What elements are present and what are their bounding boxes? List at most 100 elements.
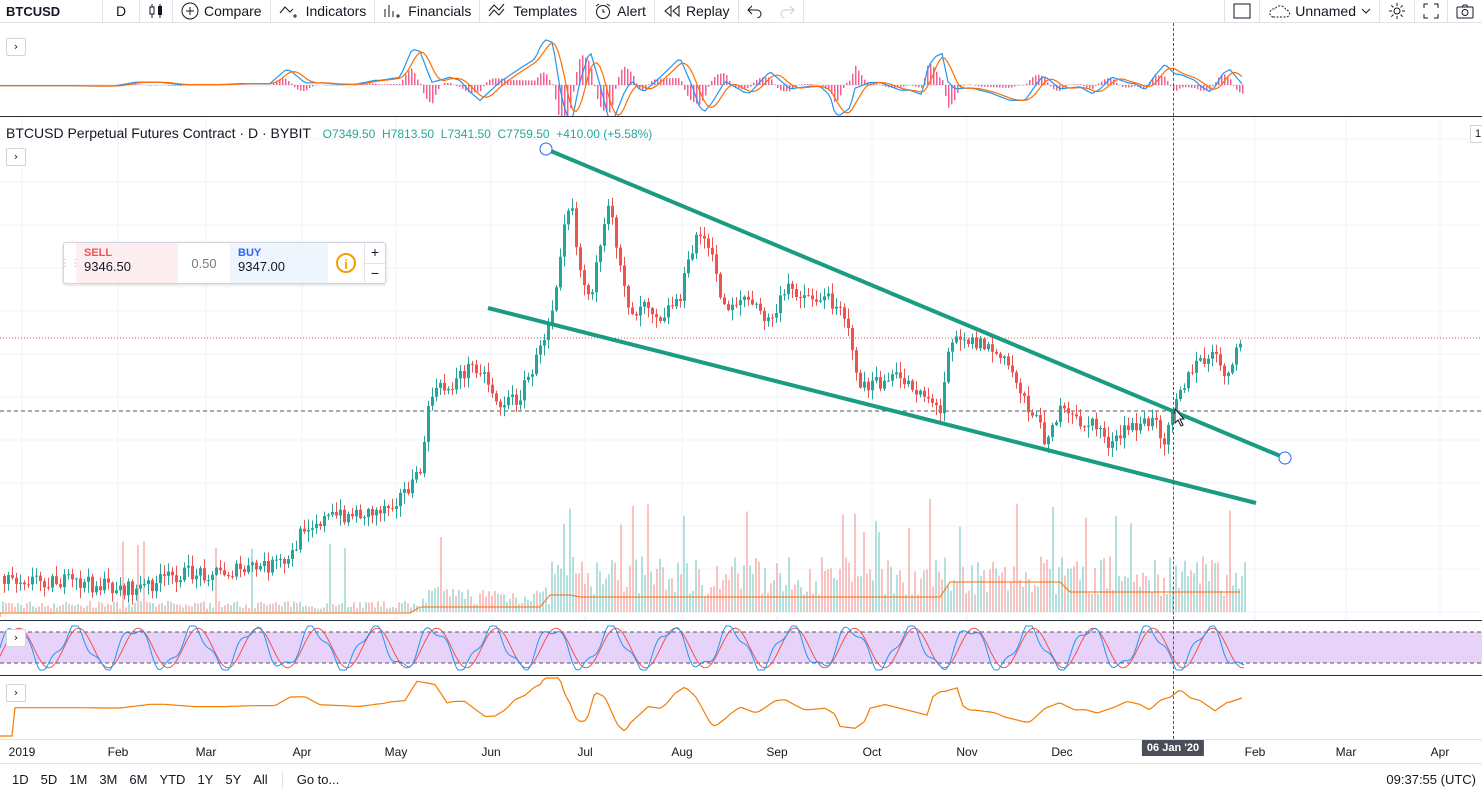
candle-body: [951, 343, 954, 352]
volume-bar: [773, 580, 775, 612]
volume-bar: [629, 566, 631, 612]
decrease-button[interactable]: −: [365, 263, 385, 284]
volume-bar: [785, 585, 787, 612]
volume-bar: [635, 560, 637, 612]
volume-bar: [428, 590, 430, 612]
candle-body: [199, 568, 202, 575]
financials-button[interactable]: Financials: [375, 0, 480, 22]
range-6m[interactable]: 6M: [123, 772, 153, 787]
range-1d[interactable]: 1D: [6, 772, 35, 787]
candle-body: [1087, 426, 1090, 427]
candle-body: [35, 576, 38, 577]
osc-collapse-button[interactable]: ›: [6, 684, 26, 702]
candle-body: [559, 257, 562, 288]
macd-histogram-bar: [933, 67, 935, 85]
volume-bar: [227, 603, 229, 612]
macd-histogram-bar: [1197, 85, 1199, 89]
volume-bar: [983, 570, 985, 612]
volume-bar: [1163, 578, 1165, 612]
volume-bar: [353, 602, 355, 612]
candle-body: [239, 564, 242, 569]
volume-bar: [1022, 587, 1024, 612]
candle-body: [923, 391, 926, 397]
alert-button[interactable]: Alert: [586, 0, 655, 22]
range-1m[interactable]: 1M: [63, 772, 93, 787]
volume-bar: [716, 566, 718, 612]
volume-bar: [449, 597, 451, 612]
range-5d[interactable]: 5D: [35, 772, 64, 787]
buy-button[interactable]: BUY 9347.00: [230, 243, 328, 283]
volume-bar: [68, 604, 70, 612]
templates-button[interactable]: Templates: [480, 0, 586, 22]
macd-histogram-bar: [810, 84, 812, 85]
macd-histogram-bar: [612, 85, 614, 105]
macd-histogram-bar: [684, 85, 686, 90]
sell-button[interactable]: SELL 9346.50: [76, 243, 178, 283]
info-button[interactable]: i: [328, 243, 364, 283]
interval-button[interactable]: D: [103, 0, 140, 22]
volume-bar: [290, 607, 292, 612]
fullscreen-button[interactable]: [1415, 0, 1448, 22]
redo-button[interactable]: [771, 0, 804, 22]
candle-body: [631, 308, 634, 314]
price-collapse-button[interactable]: ›: [6, 148, 26, 166]
candle-body: [223, 570, 226, 575]
range-3m[interactable]: 3M: [93, 772, 123, 787]
volume-bar: [791, 590, 793, 612]
utc-clock[interactable]: 09:37:55 (UTC): [1386, 772, 1482, 787]
layout-name-button[interactable]: Unnamed: [1260, 0, 1380, 22]
volume-bar: [305, 606, 307, 612]
chart-type-button[interactable]: [140, 0, 173, 22]
candle-body: [1119, 436, 1122, 439]
volume-bar: [1049, 569, 1051, 612]
legend-change: +410.00 (+5.58%): [556, 127, 652, 141]
candle-body: [87, 577, 90, 582]
range-1y[interactable]: 1Y: [191, 772, 219, 787]
info-icon: i: [336, 253, 356, 273]
macd-histogram-bar: [396, 84, 398, 85]
volume-bar: [185, 604, 187, 612]
volume-bar: [644, 575, 646, 612]
macd-histogram-bar: [942, 80, 944, 85]
volume-bar: [683, 516, 685, 612]
replay-button[interactable]: Replay: [655, 0, 739, 22]
price-scale-toggle[interactable]: 1: [1470, 125, 1482, 143]
range-ytd[interactable]: YTD: [153, 772, 191, 787]
indicators-button[interactable]: Indicators: [271, 0, 376, 22]
volume-bar: [53, 603, 55, 612]
macd-histogram-bar: [627, 69, 629, 85]
volume-bar: [50, 608, 52, 612]
volume-bar: [212, 608, 214, 612]
macd-histogram-bar: [675, 78, 677, 85]
volume-bar: [1175, 565, 1177, 612]
stoch-collapse-button[interactable]: ›: [6, 629, 26, 647]
range-5y[interactable]: 5Y: [219, 772, 247, 787]
macd-collapse-button[interactable]: ›: [6, 38, 26, 56]
volume-bar: [461, 592, 463, 612]
volume-bar: [104, 607, 106, 612]
macd-histogram-bar: [783, 85, 785, 91]
volume-bar: [752, 574, 754, 612]
candle-body: [103, 578, 106, 590]
drag-handle-icon[interactable]: ⋮⋮: [64, 243, 76, 283]
volume-bar: [806, 592, 808, 612]
candle-body: [1019, 383, 1022, 393]
time-label: Dec: [1051, 745, 1072, 759]
undo-button[interactable]: [739, 0, 771, 22]
macd-histogram-bar: [375, 84, 377, 85]
price-plot[interactable]: [0, 117, 1482, 620]
macd-histogram-bar: [711, 81, 713, 85]
compare-button[interactable]: Compare: [173, 0, 271, 22]
candle-body: [107, 578, 110, 582]
symbol-search[interactable]: BTCUSD: [0, 0, 103, 22]
macd-histogram-bar: [861, 75, 863, 85]
snapshot-button[interactable]: [1448, 0, 1482, 22]
settings-button[interactable]: [1380, 0, 1415, 22]
macd-histogram-bar: [1092, 85, 1094, 89]
fullscreen-select-button[interactable]: [1224, 0, 1260, 22]
range-all[interactable]: All: [247, 772, 273, 787]
increase-button[interactable]: +: [365, 243, 385, 263]
volume-bar: [650, 571, 652, 612]
goto-button[interactable]: Go to...: [291, 772, 346, 787]
candle-body: [363, 517, 366, 518]
